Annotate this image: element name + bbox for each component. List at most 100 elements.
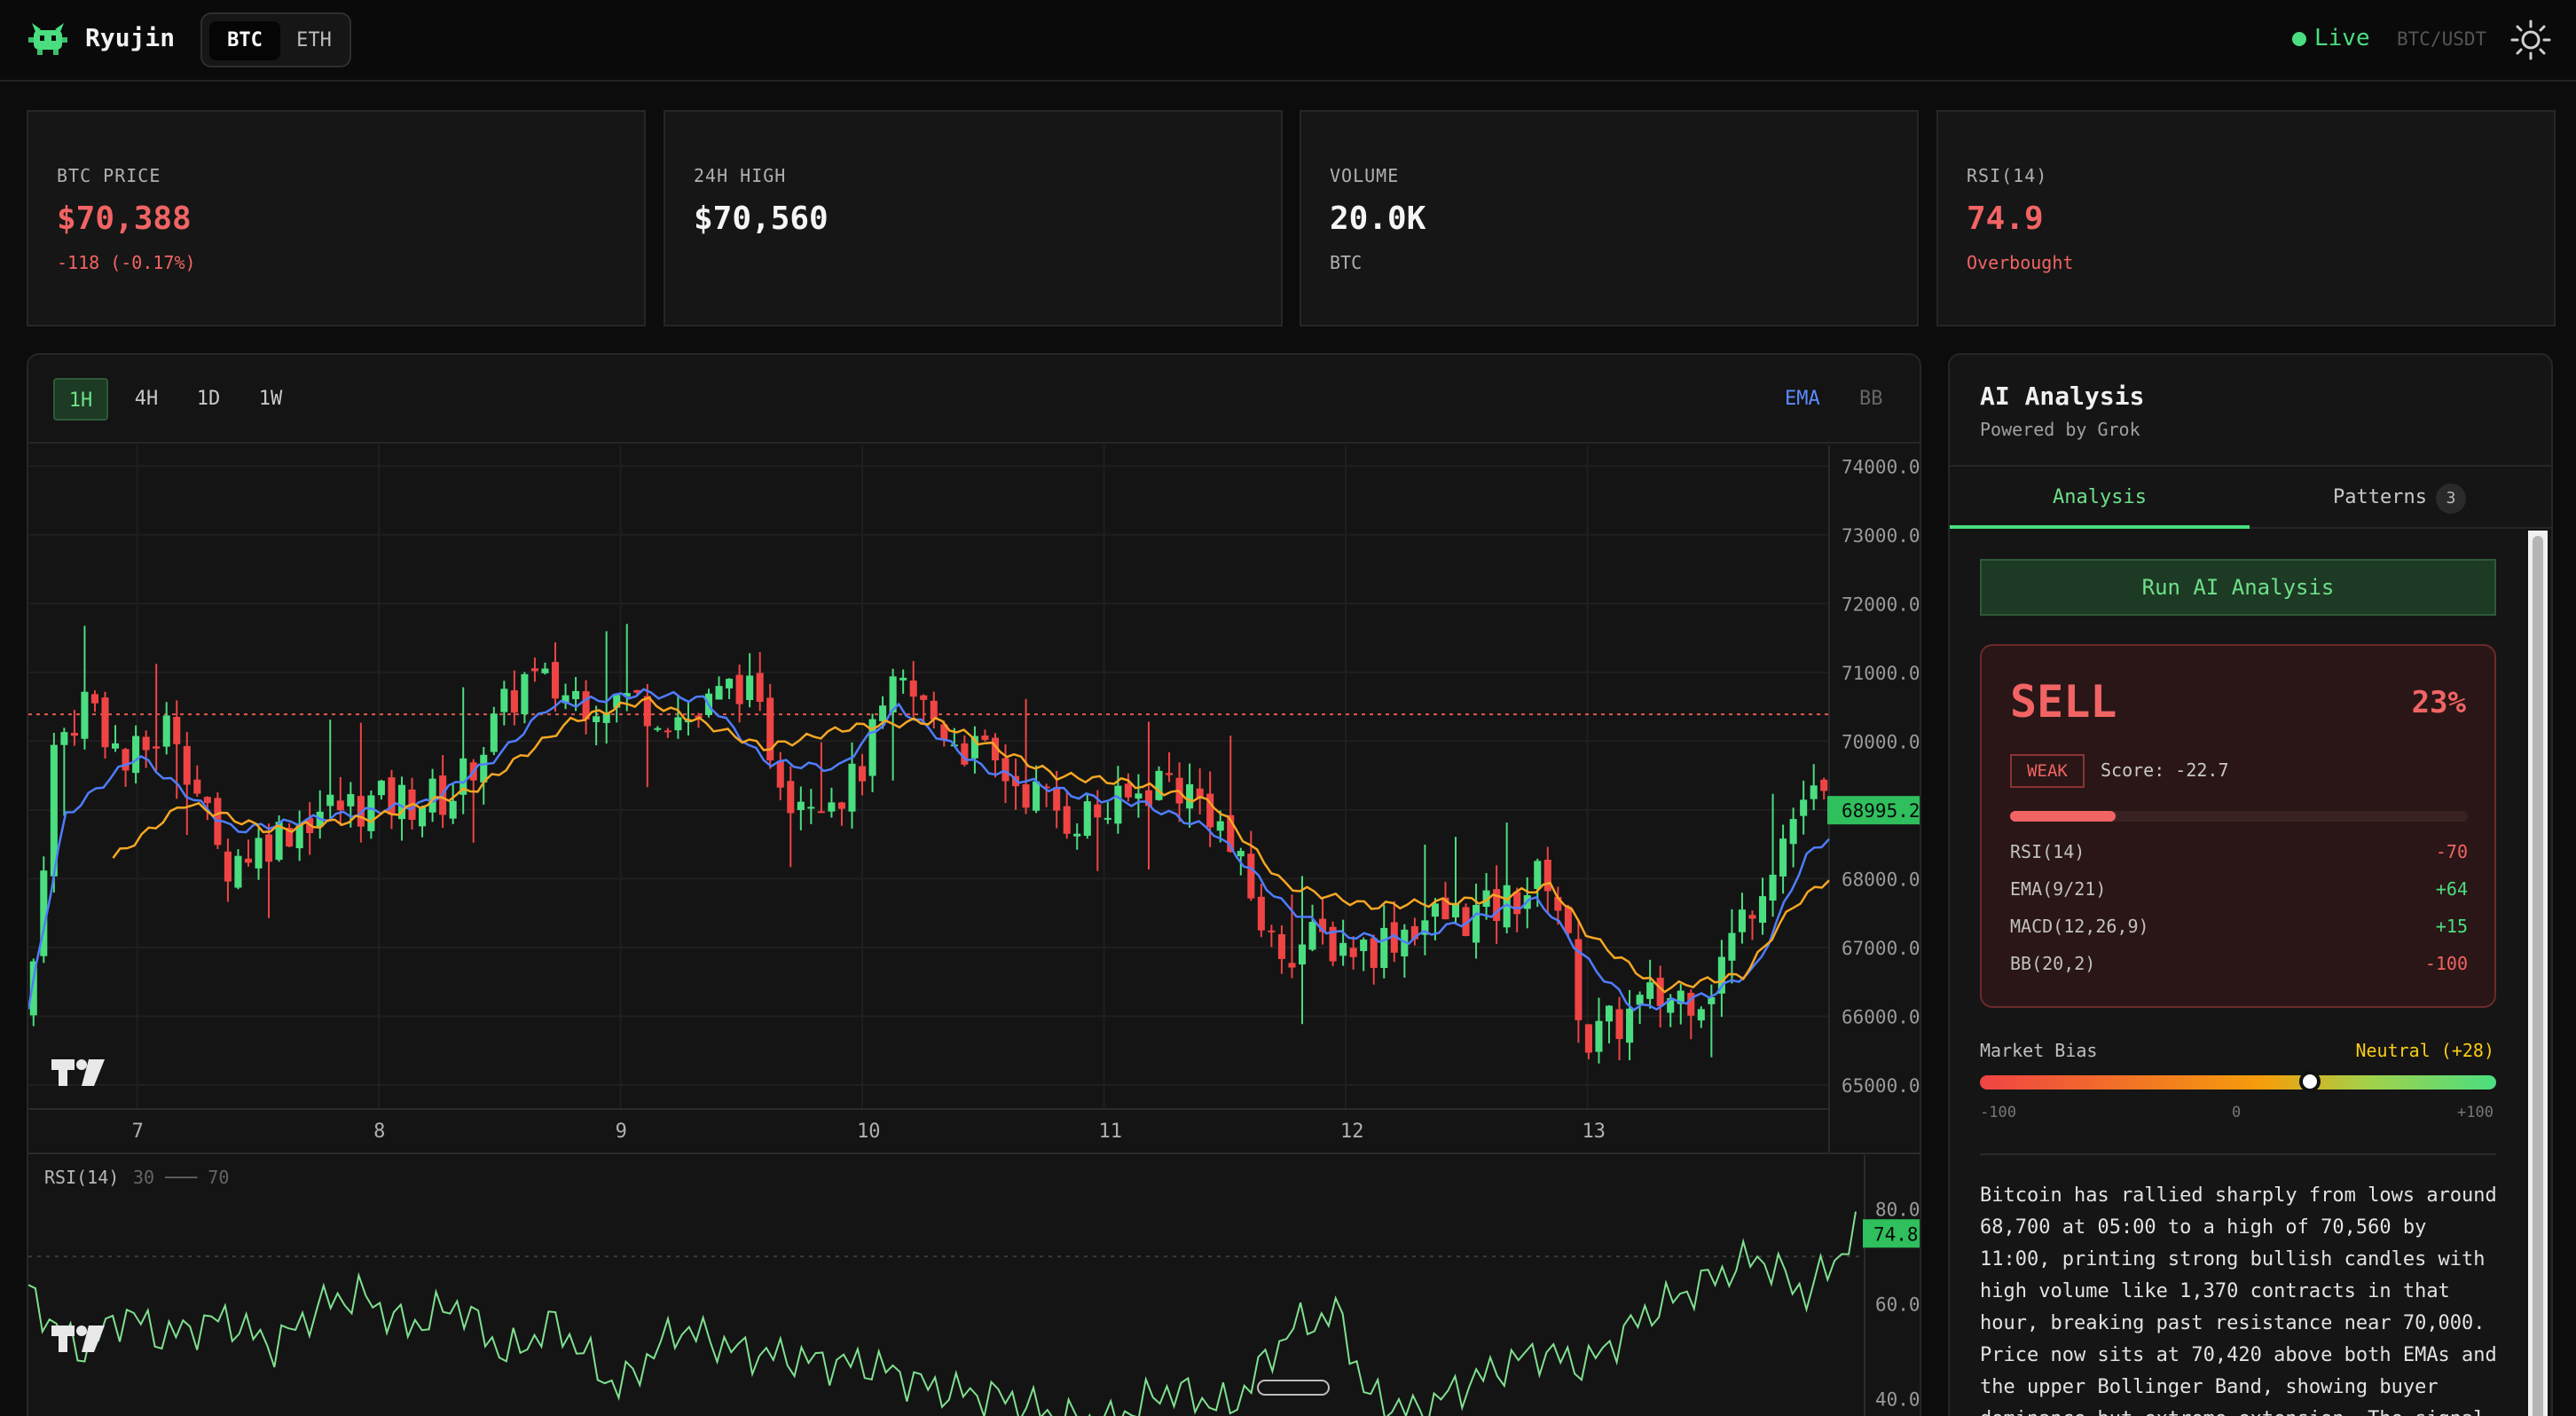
candle-body bbox=[1247, 854, 1255, 899]
candle-body bbox=[521, 673, 529, 715]
market-bias-label: Market Bias bbox=[1980, 1040, 2098, 1061]
ai-tabs: Analysis Patterns 3 bbox=[1950, 465, 2551, 529]
candle-body bbox=[1390, 922, 1398, 953]
last-price-tag bbox=[1827, 796, 1920, 825]
candle-body bbox=[112, 743, 120, 749]
candle-body bbox=[101, 697, 109, 748]
stat-status: Overbought bbox=[1967, 252, 2074, 273]
candle-body bbox=[224, 851, 232, 882]
candle-body bbox=[940, 724, 948, 741]
candle-body bbox=[265, 834, 273, 862]
sun-icon[interactable] bbox=[2509, 18, 2553, 62]
market-bias-slider bbox=[1980, 1071, 2496, 1092]
candle-body bbox=[1227, 814, 1235, 853]
tab-analysis[interactable]: Analysis bbox=[1950, 467, 2250, 529]
live-status-label: Live bbox=[2314, 25, 2370, 51]
candle-body bbox=[1135, 793, 1143, 799]
candle-body bbox=[1410, 925, 1418, 940]
candle-body bbox=[510, 690, 518, 713]
indicator-ema-toggle[interactable]: EMA bbox=[1785, 388, 1820, 410]
candle-body bbox=[551, 662, 560, 699]
candle-body bbox=[1063, 806, 1071, 834]
candle-body bbox=[1360, 940, 1368, 951]
candle-body bbox=[1206, 793, 1214, 828]
candle-body bbox=[1708, 996, 1716, 1004]
date-tick-label: 13 bbox=[1583, 1121, 1606, 1143]
analysis-summary-text: Bitcoin has rallied sharply from lows ar… bbox=[1980, 1184, 2497, 1416]
panel-title: AI Analysis bbox=[1980, 382, 2145, 411]
panel-scrollbar[interactable] bbox=[2528, 531, 2548, 1416]
candle-body bbox=[388, 777, 396, 815]
candle-body bbox=[1431, 903, 1439, 917]
candle-body bbox=[29, 961, 37, 1016]
candle-body bbox=[1401, 929, 1409, 956]
stat-label: RSI(14) bbox=[1967, 165, 2048, 186]
last-price-label: 68995.28 bbox=[1842, 800, 1921, 822]
candle-body bbox=[1564, 906, 1572, 933]
candle-body bbox=[848, 763, 856, 812]
candle-body bbox=[1626, 1008, 1634, 1043]
asset-eth-button[interactable]: ETH bbox=[296, 29, 332, 51]
candle-body bbox=[1298, 944, 1307, 965]
candle-body bbox=[1697, 1009, 1705, 1021]
candle-body bbox=[1349, 948, 1357, 957]
candle-body bbox=[1534, 861, 1542, 889]
brand-name: Ryujin bbox=[85, 23, 176, 52]
timeframe-4h-button[interactable]: 4H bbox=[134, 388, 159, 410]
candle-body bbox=[81, 691, 89, 739]
candle-body bbox=[1748, 915, 1756, 919]
candle-body bbox=[828, 802, 836, 812]
panel-subtitle: Powered by Grok bbox=[1980, 419, 2140, 440]
candle-body bbox=[1308, 921, 1316, 950]
candle-body bbox=[255, 838, 263, 869]
candle-body bbox=[1114, 785, 1122, 824]
tradingview-logo-icon bbox=[51, 1326, 105, 1352]
candle-body bbox=[1053, 787, 1061, 811]
candle-body bbox=[203, 797, 211, 804]
stat-label: 24H HIGH bbox=[694, 165, 787, 186]
candle-body bbox=[1451, 903, 1460, 918]
date-tick-label: 10 bbox=[857, 1121, 881, 1143]
candle-body bbox=[879, 705, 887, 722]
timeframe-1w-button[interactable]: 1W bbox=[258, 388, 283, 410]
candle-body bbox=[613, 695, 621, 708]
candle-body bbox=[193, 779, 201, 794]
indicator-value: -100 bbox=[2424, 953, 2468, 974]
candle-body bbox=[1186, 783, 1194, 809]
candle-body bbox=[419, 806, 427, 827]
asset-btc-button[interactable]: BTC bbox=[209, 21, 280, 60]
candle-body bbox=[1605, 1005, 1614, 1022]
candle-body bbox=[899, 677, 907, 680]
candle-body bbox=[1421, 920, 1429, 935]
candle-body bbox=[1800, 799, 1808, 816]
price-chart[interactable]: 74000.00 73000.00 72000.00 71000.00 70000.00… bbox=[28, 355, 1921, 1416]
scrollbar-thumb[interactable] bbox=[2533, 536, 2543, 1416]
signal-confidence: 23% bbox=[2411, 685, 2466, 720]
candle-body bbox=[1789, 819, 1797, 845]
candle-body bbox=[234, 855, 242, 888]
indicator-row: BB(20,2) -100 bbox=[2010, 953, 2468, 979]
candle-body bbox=[295, 823, 303, 849]
indicator-bb-toggle[interactable]: BB bbox=[1859, 388, 1883, 410]
stat-card-price: BTC PRICE $70,388 -118 (-0.17%) bbox=[27, 110, 646, 326]
candle-body bbox=[326, 794, 334, 806]
timeframe-1d-button[interactable]: 1D bbox=[196, 388, 221, 410]
candle-body bbox=[633, 689, 641, 693]
price-tick-label: 70000.00 bbox=[1842, 731, 1921, 752]
timeframe-1h-button[interactable]: 1H bbox=[53, 378, 108, 421]
ai-analysis-panel: AI Analysis Powered by Grok Analysis Pat… bbox=[1948, 353, 2553, 1416]
run-ai-analysis-button[interactable]: Run AI Analysis bbox=[1980, 559, 2496, 616]
date-tick-label: 9 bbox=[616, 1121, 627, 1143]
candle-body bbox=[1717, 956, 1725, 994]
date-tick-label: 7 bbox=[132, 1121, 144, 1143]
candle-body bbox=[1257, 896, 1265, 931]
candle-body bbox=[817, 811, 825, 814]
candle-body bbox=[541, 668, 549, 673]
price-tick-label: 67000.00 bbox=[1842, 938, 1921, 959]
market-bias-value: Neutral (+28) bbox=[2355, 1040, 2494, 1061]
tab-patterns[interactable]: Patterns 3 bbox=[2250, 467, 2549, 529]
section-divider bbox=[1980, 1153, 2496, 1155]
candle-body bbox=[787, 781, 795, 814]
candle-body bbox=[1677, 990, 1685, 1004]
candle-body bbox=[173, 717, 181, 744]
